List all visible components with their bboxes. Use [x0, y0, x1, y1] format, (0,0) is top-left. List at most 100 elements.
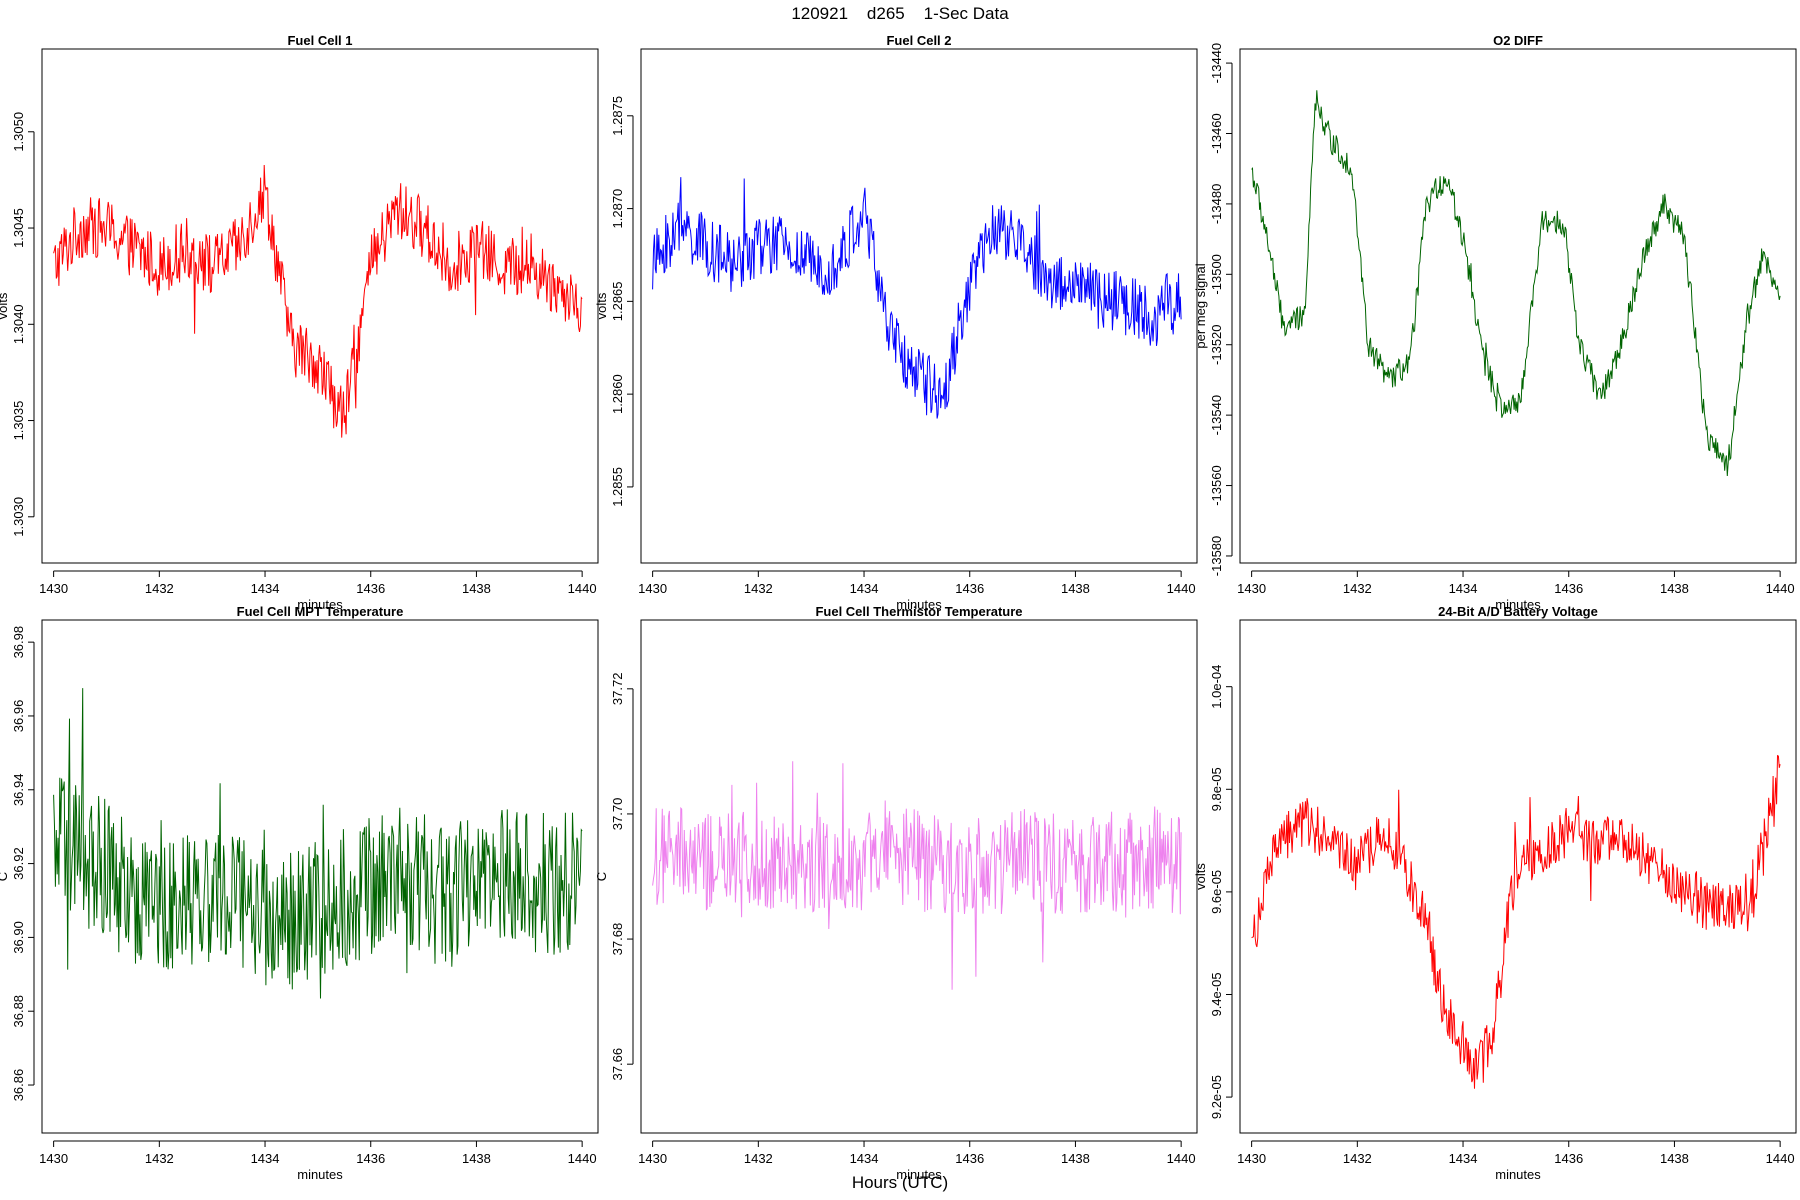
x-tick-label: 1440 [1167, 1151, 1196, 1166]
y-tick-label: -13480 [1209, 184, 1224, 224]
y-tick-label: 1.3030 [11, 497, 26, 537]
x-tick-label: 1434 [251, 581, 280, 596]
chart-panel: Fuel Cell 2 1430 1432 1434 1436 1438 1440 minut… [594, 33, 1198, 612]
x-tick-label: 1432 [1343, 1151, 1372, 1166]
chart-title: Fuel Cell Thermistor Temperature [815, 604, 1022, 619]
series-line [652, 761, 1182, 990]
x-tick-label: 1434 [850, 1151, 879, 1166]
x-tick-label: 1440 [568, 581, 597, 596]
x-tick-label: 1436 [356, 1151, 385, 1166]
x-tick-label: 1430 [39, 1151, 68, 1166]
x-tick-label: 1432 [145, 1151, 174, 1166]
series-line [652, 177, 1182, 419]
plot-frame [1239, 48, 1797, 564]
x-tick-label: 1432 [145, 581, 174, 596]
y-tick-label: 9.6e-05 [1209, 870, 1224, 914]
y-tick-label: 36.94 [11, 773, 26, 806]
y-tick-label: 36.90 [11, 921, 26, 954]
y-tick-label: 36.98 [11, 626, 26, 659]
y-tick-label: 1.2855 [610, 467, 625, 507]
x-tick-label: 1430 [39, 581, 68, 596]
x-axis-label: minutes [297, 597, 343, 612]
x-tick-label: 1432 [744, 581, 773, 596]
y-axis-label: C [594, 872, 609, 881]
chart-title: Fuel Cell MPT Temperature [237, 604, 404, 619]
y-tick-label: -13580 [1209, 536, 1224, 576]
y-tick-label: -13500 [1209, 254, 1224, 294]
x-axis-label: minutes [1495, 1167, 1541, 1182]
x-tick-label: 1440 [1167, 581, 1196, 596]
y-tick-label: 1.2870 [610, 189, 625, 229]
x-tick-label: 1440 [1766, 581, 1795, 596]
chart-title: O2 DIFF [1493, 33, 1543, 48]
y-tick-label: 1.3050 [11, 112, 26, 152]
x-tick-label: 1438 [1660, 581, 1689, 596]
x-tick-label: 1434 [850, 581, 879, 596]
x-tick-label: 1436 [955, 1151, 984, 1166]
y-tick-label: 1.2875 [610, 96, 625, 136]
y-axis-label: volts [0, 292, 10, 319]
x-tick-label: 1438 [462, 1151, 491, 1166]
x-tick-label: 1430 [638, 581, 667, 596]
series-line [1251, 754, 1781, 1089]
x-tick-label: 1430 [1237, 581, 1266, 596]
x-tick-label: 1436 [1554, 1151, 1583, 1166]
chart-panels: Fuel Cell 1 1430 1432 1434 1436 1438 1440 minut… [0, 33, 1797, 1182]
x-tick-label: 1440 [568, 1151, 597, 1166]
y-tick-label: -13560 [1209, 465, 1224, 505]
x-tick-label: 1432 [1343, 581, 1372, 596]
plot-frame [640, 48, 1198, 564]
x-tick-label: 1434 [1449, 581, 1478, 596]
chart-title: Fuel Cell 2 [886, 33, 951, 48]
y-axis-label: C [0, 872, 10, 881]
x-axis-label: minutes [896, 1167, 942, 1182]
y-tick-label: 9.2e-05 [1209, 1075, 1224, 1119]
x-tick-label: 1438 [1061, 1151, 1090, 1166]
y-axis-label: volts [594, 292, 609, 319]
series-line [1251, 90, 1781, 477]
x-tick-label: 1430 [638, 1151, 667, 1166]
y-tick-label: 1.2860 [610, 374, 625, 414]
series-line [53, 688, 583, 999]
figure-title: 120921 d265 1-Sec Data [791, 4, 1009, 23]
x-tick-label: 1434 [1449, 1151, 1478, 1166]
x-tick-label: 1434 [251, 1151, 280, 1166]
y-tick-label: 9.8e-05 [1209, 767, 1224, 811]
x-tick-label: 1436 [356, 581, 385, 596]
y-tick-label: -13540 [1209, 395, 1224, 435]
x-tick-label: 1432 [744, 1151, 773, 1166]
plot-frame [41, 48, 599, 564]
y-axis-label: volts [1193, 863, 1208, 890]
chart-title: 24-Bit A/D Battery Voltage [1438, 604, 1598, 619]
series-line [53, 164, 583, 438]
y-tick-label: 36.88 [11, 995, 26, 1028]
y-tick-label: 36.96 [11, 700, 26, 733]
y-tick-label: 1.3040 [11, 304, 26, 344]
y-tick-label: 9.4e-05 [1209, 972, 1224, 1016]
x-tick-label: 1436 [1554, 581, 1583, 596]
y-tick-label: -13440 [1209, 43, 1224, 83]
x-axis-label: minutes [297, 1167, 343, 1182]
y-tick-label: 37.68 [610, 923, 625, 956]
y-tick-label: 36.86 [11, 1069, 26, 1102]
y-tick-label: -13460 [1209, 113, 1224, 153]
figure-x-label: Hours (UTC) [852, 1173, 948, 1192]
x-tick-label: 1438 [462, 581, 491, 596]
x-axis-label: minutes [896, 597, 942, 612]
y-axis-label: per meg signal [1193, 263, 1208, 348]
plot-frame [640, 619, 1198, 1134]
y-tick-label: 1.3035 [11, 401, 26, 441]
chart-panel: Fuel Cell 1 1430 1432 1434 1436 1438 1440 minut… [0, 33, 599, 612]
x-tick-label: 1440 [1766, 1151, 1795, 1166]
y-tick-label: 36.92 [11, 847, 26, 880]
y-tick-label: -13520 [1209, 324, 1224, 364]
x-tick-label: 1438 [1061, 581, 1090, 596]
y-tick-label: 37.70 [610, 798, 625, 831]
y-tick-label: 1.3045 [11, 208, 26, 248]
chart-panel: 24-Bit A/D Battery Voltage 1430 1432 1434 14… [1193, 604, 1797, 1182]
x-axis-label: minutes [1495, 597, 1541, 612]
chart-panel: O2 DIFF 1430 1432 1434 1436 1438 1440 minutes -1… [1193, 33, 1797, 612]
plot-frame [41, 619, 599, 1134]
x-tick-label: 1430 [1237, 1151, 1266, 1166]
